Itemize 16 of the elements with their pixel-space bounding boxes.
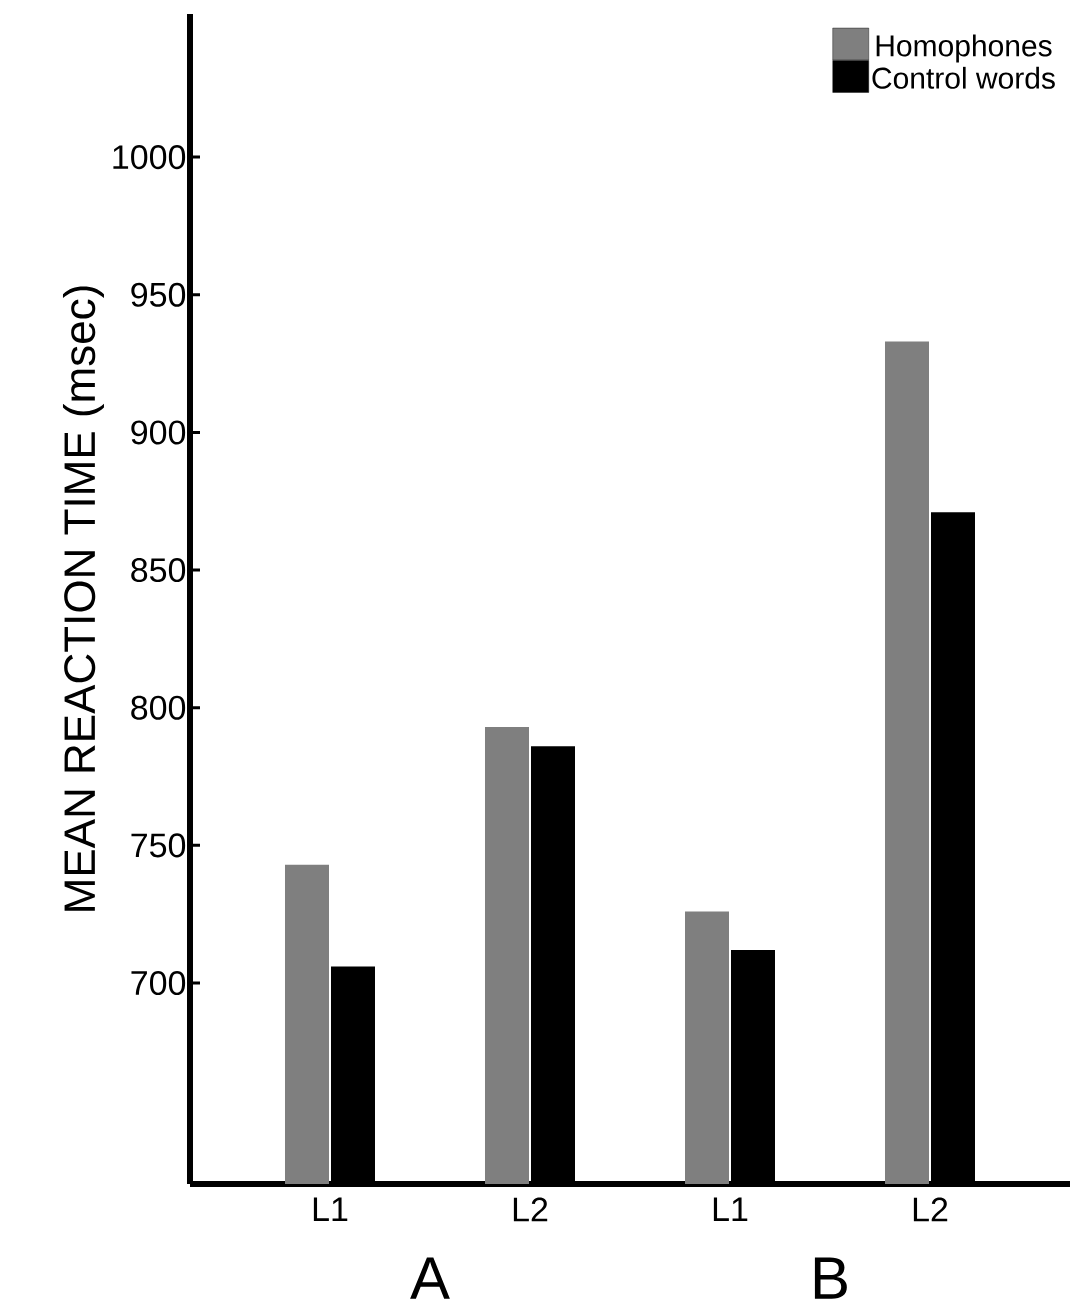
x-tick-label: L2: [513, 1197, 548, 1222]
legend-label: Homophones: [876, 34, 1052, 63]
y-tick-label: 950: [131, 282, 186, 307]
y-tick-label: 900: [131, 420, 186, 445]
x-tick-label: L1: [313, 1197, 348, 1221]
y-tick-label: 800: [131, 695, 186, 720]
x-tick-label: L2: [913, 1197, 948, 1222]
y-tick-label: 1000: [113, 145, 186, 170]
y-tick-label: 700: [131, 970, 186, 996]
x-tick-label: L1: [713, 1197, 748, 1221]
y-tick-label: 750: [131, 833, 186, 858]
legend-label: Control words: [872, 66, 1055, 89]
y-tick-label: 850: [131, 558, 186, 583]
y-axis-title: MEAN REACTION TIME (msec): [62, 286, 104, 911]
text: A: [410, 1257, 450, 1299]
text: B: [814, 1257, 847, 1299]
